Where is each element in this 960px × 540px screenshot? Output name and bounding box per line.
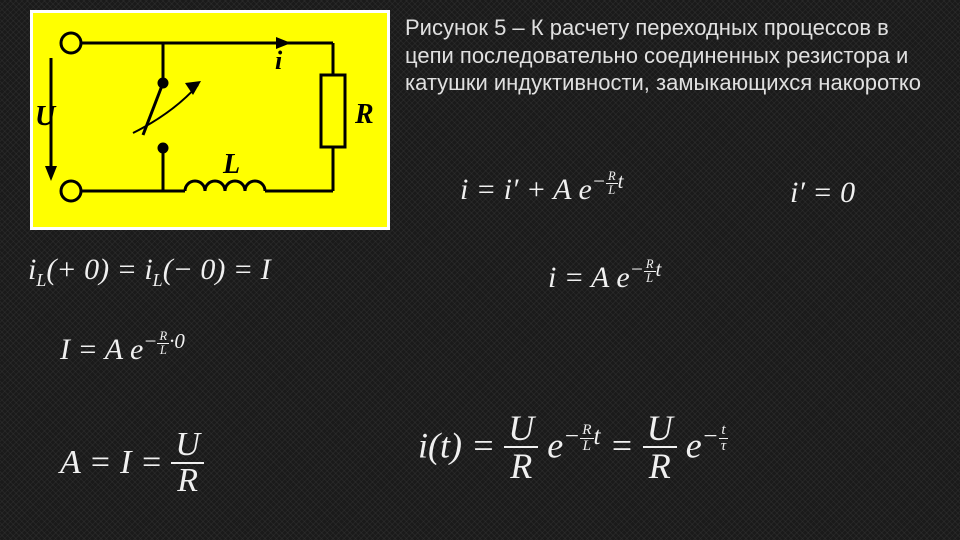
eq-initial-condition: iL(+ 0) = iL(− 0) = I: [28, 255, 271, 289]
circuit-diagram: U i R L: [30, 10, 390, 230]
eq-transient: i = A e−RLt: [548, 258, 661, 293]
eq-final-solution: i(t) = UR e−RLt = UR e−tτ: [418, 412, 728, 486]
eq-A-value: A = I = UR: [60, 430, 204, 500]
eq-steady-state: i′ = 0: [790, 178, 855, 208]
eq-I-value: I = A e−RL·0: [60, 330, 185, 365]
label-i: i: [275, 46, 283, 75]
label-R: R: [354, 99, 374, 130]
eq-general-solution: i = i′ + A e−RLt: [460, 170, 624, 205]
label-L: L: [222, 149, 240, 180]
label-U: U: [35, 101, 57, 132]
circuit-svg: U i R L: [33, 13, 387, 227]
figure-caption: Рисунок 5 – К расчету переходных процесс…: [405, 14, 935, 97]
